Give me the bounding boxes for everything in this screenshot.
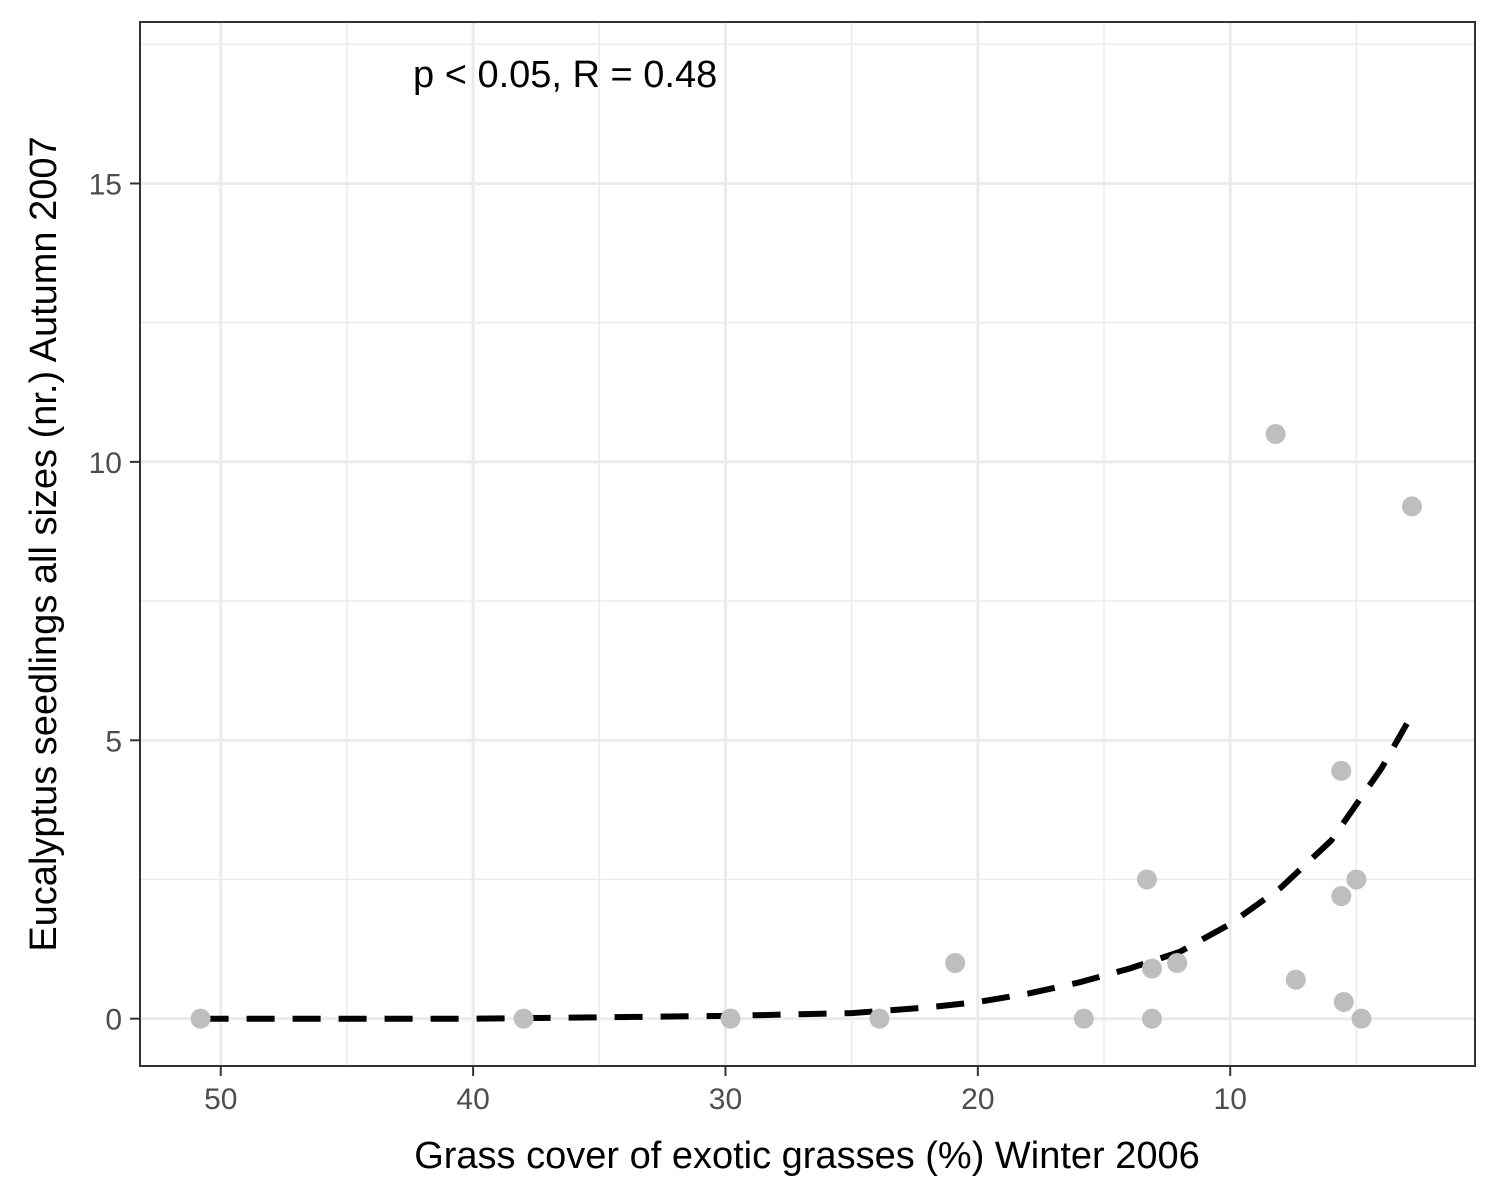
data-point — [945, 952, 966, 973]
annotation-text: p < 0.05, R = 0.48 — [413, 54, 717, 96]
data-point — [869, 1008, 890, 1029]
data-point — [1351, 1008, 1372, 1029]
x-tick-label: 40 — [456, 1083, 489, 1116]
data-point — [1167, 952, 1188, 973]
x-tick-label: 10 — [1214, 1083, 1247, 1116]
x-tick-label: 50 — [204, 1083, 237, 1116]
data-point — [1136, 869, 1157, 890]
data-point — [1285, 969, 1306, 990]
panel-background — [140, 22, 1475, 1066]
x-tick-label: 20 — [961, 1083, 994, 1116]
data-point — [1265, 424, 1286, 445]
y-axis-title: Eucalyptus seedlings all sizes (nr.) Aut… — [23, 136, 65, 951]
x-axis-title: Grass cover of exotic grasses (%) Winter… — [414, 1135, 1200, 1177]
fit-line — [200, 722, 1410, 1022]
data-point — [1141, 958, 1162, 979]
data-point — [1331, 886, 1352, 907]
data-point — [190, 1008, 211, 1029]
data-point — [1333, 991, 1354, 1012]
data-point — [1346, 869, 1367, 890]
data-points-layer — [190, 424, 1422, 1029]
y-tick-label: 0 — [105, 1004, 122, 1037]
minor-gridlines — [140, 22, 1475, 1066]
data-point — [1073, 1008, 1094, 1029]
y-tick-label: 15 — [89, 168, 122, 201]
data-point — [1401, 496, 1422, 517]
data-point — [1331, 760, 1352, 781]
y-axis: 0 5 10 15 — [89, 168, 140, 1037]
major-gridlines — [140, 22, 1475, 1066]
data-point — [1141, 1008, 1162, 1029]
fit-line-layer — [200, 722, 1410, 1022]
data-point — [720, 1008, 741, 1029]
x-tick-label: 30 — [709, 1083, 742, 1116]
x-axis: 50 40 30 20 10 — [204, 1066, 1247, 1116]
y-tick-label: 10 — [89, 447, 122, 480]
data-point — [513, 1008, 534, 1029]
panel-border — [139, 21, 1476, 1067]
y-tick-label: 5 — [105, 725, 122, 758]
